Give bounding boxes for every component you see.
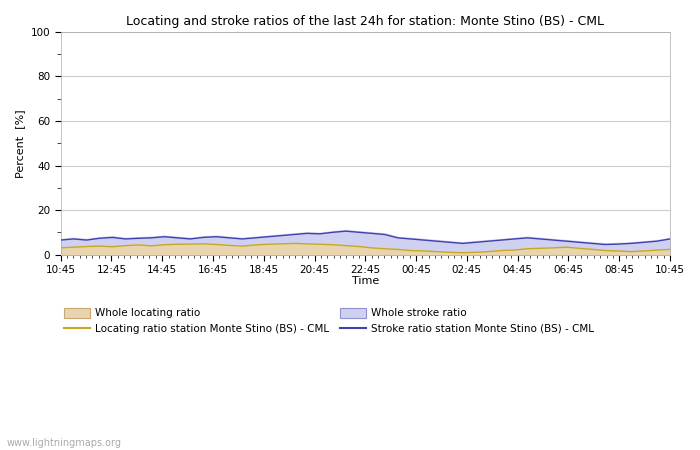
Title: Locating and stroke ratios of the last 24h for station: Monte Stino (BS) - CML: Locating and stroke ratios of the last 2… — [126, 15, 604, 28]
X-axis label: Time: Time — [351, 276, 379, 286]
Text: www.lightningmaps.org: www.lightningmaps.org — [7, 438, 122, 448]
Legend: Whole locating ratio, Locating ratio station Monte Stino (BS) - CML, Whole strok: Whole locating ratio, Locating ratio sta… — [64, 308, 594, 334]
Y-axis label: Percent  [%]: Percent [%] — [15, 109, 25, 178]
